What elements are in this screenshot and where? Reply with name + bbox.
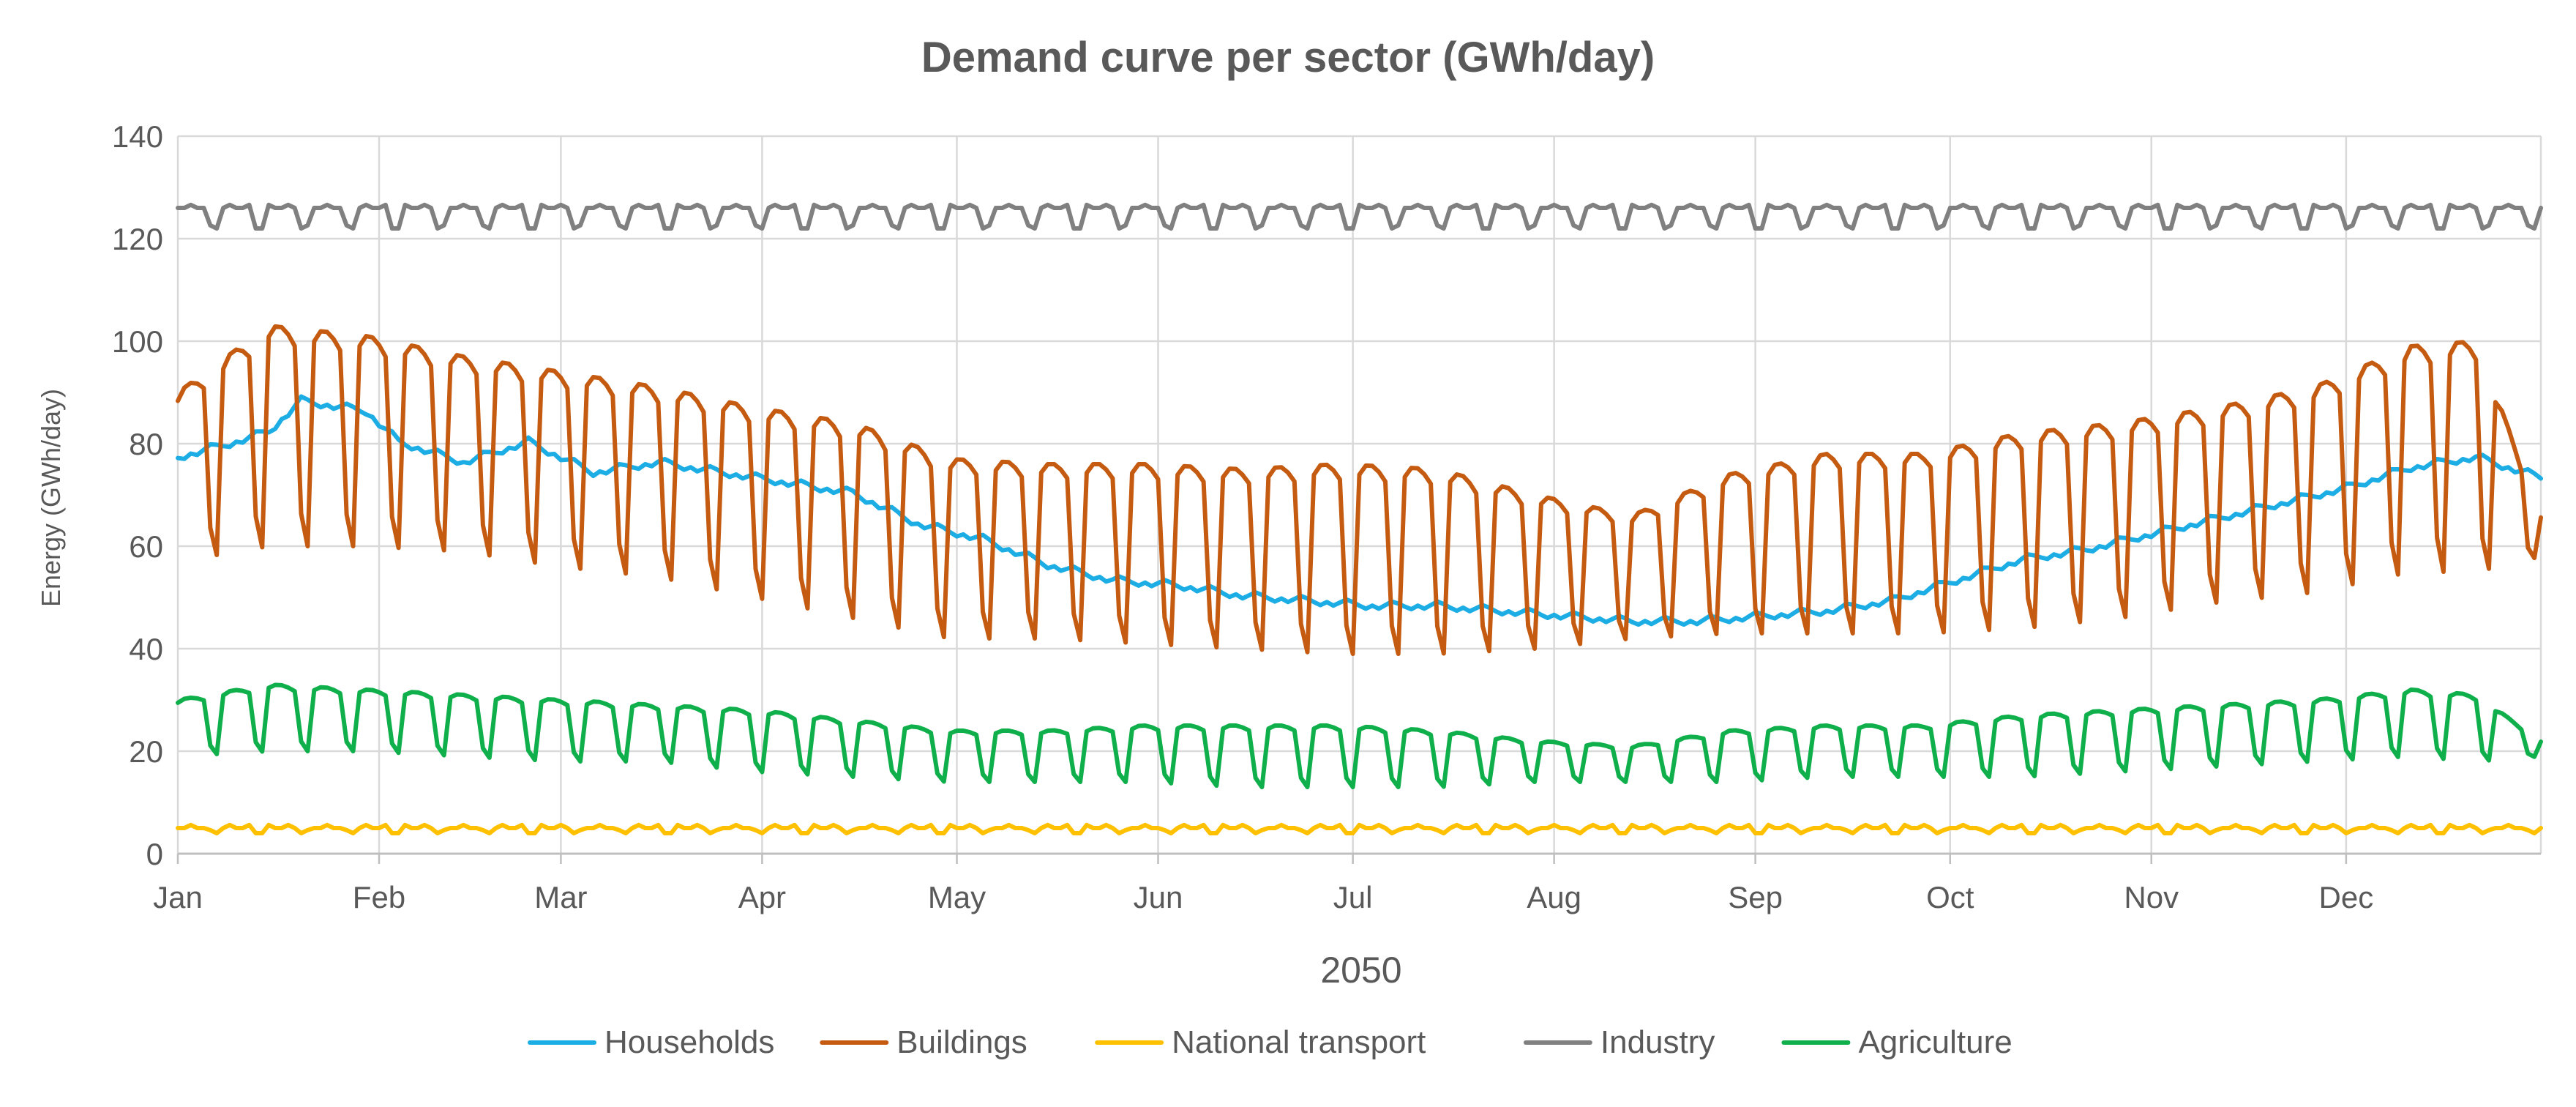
series-line-national-transport (176, 822, 2543, 835)
legend-label-buildings: Buildings (896, 1024, 1027, 1060)
x-tick-label: Jan (153, 880, 203, 914)
x-tick-label: Nov (2124, 880, 2179, 914)
chart-title: Demand curve per sector (GWh/day) (921, 34, 1655, 81)
x-tick-label: Aug (1527, 880, 1581, 914)
y-axis-tick-labels: 0 20 40 60 80 100 120 140 (112, 119, 163, 871)
x-axis-tick-labels: Jan Feb Mar Apr May Jun Jul Aug Sep Oct Nov Dec (153, 880, 2373, 914)
x-tick-label: Oct (1926, 880, 1974, 914)
series-lines (176, 202, 2543, 835)
x-tick-label: Sep (1728, 880, 1783, 914)
legend: Households Buildings National transport Ind… (528, 1024, 2012, 1060)
series-line-agriculture (176, 682, 2543, 789)
x-axis-title: 2050 (1320, 950, 1401, 991)
y-tick-label: 100 (112, 324, 163, 359)
y-axis-title: Energy (GWh/day) (36, 389, 66, 607)
x-tick-label: May (928, 880, 986, 914)
y-tick-label: 0 (146, 837, 163, 871)
x-tick-label: Apr (738, 880, 786, 914)
y-tick-label: 20 (129, 734, 163, 769)
y-tick-label: 60 (129, 529, 163, 564)
x-tick-label: Mar (534, 880, 587, 914)
y-tick-label: 80 (129, 427, 163, 461)
series-line-industry (176, 202, 2543, 231)
legend-label-national-transport: National transport (1172, 1024, 1426, 1060)
x-tick-label: Feb (353, 880, 405, 914)
x-tick-label: Jul (1333, 880, 1373, 914)
y-tick-label: 140 (112, 119, 163, 154)
y-tick-label: 120 (112, 222, 163, 256)
x-tick-label: Jun (1134, 880, 1183, 914)
series-line-buildings (176, 324, 2543, 656)
legend-label-households: Households (604, 1024, 774, 1060)
legend-label-industry: Industry (1600, 1024, 1715, 1060)
legend-label-agriculture: Agriculture (1858, 1024, 2012, 1060)
x-tick-label: Dec (2319, 880, 2374, 914)
y-tick-label: 40 (129, 632, 163, 666)
